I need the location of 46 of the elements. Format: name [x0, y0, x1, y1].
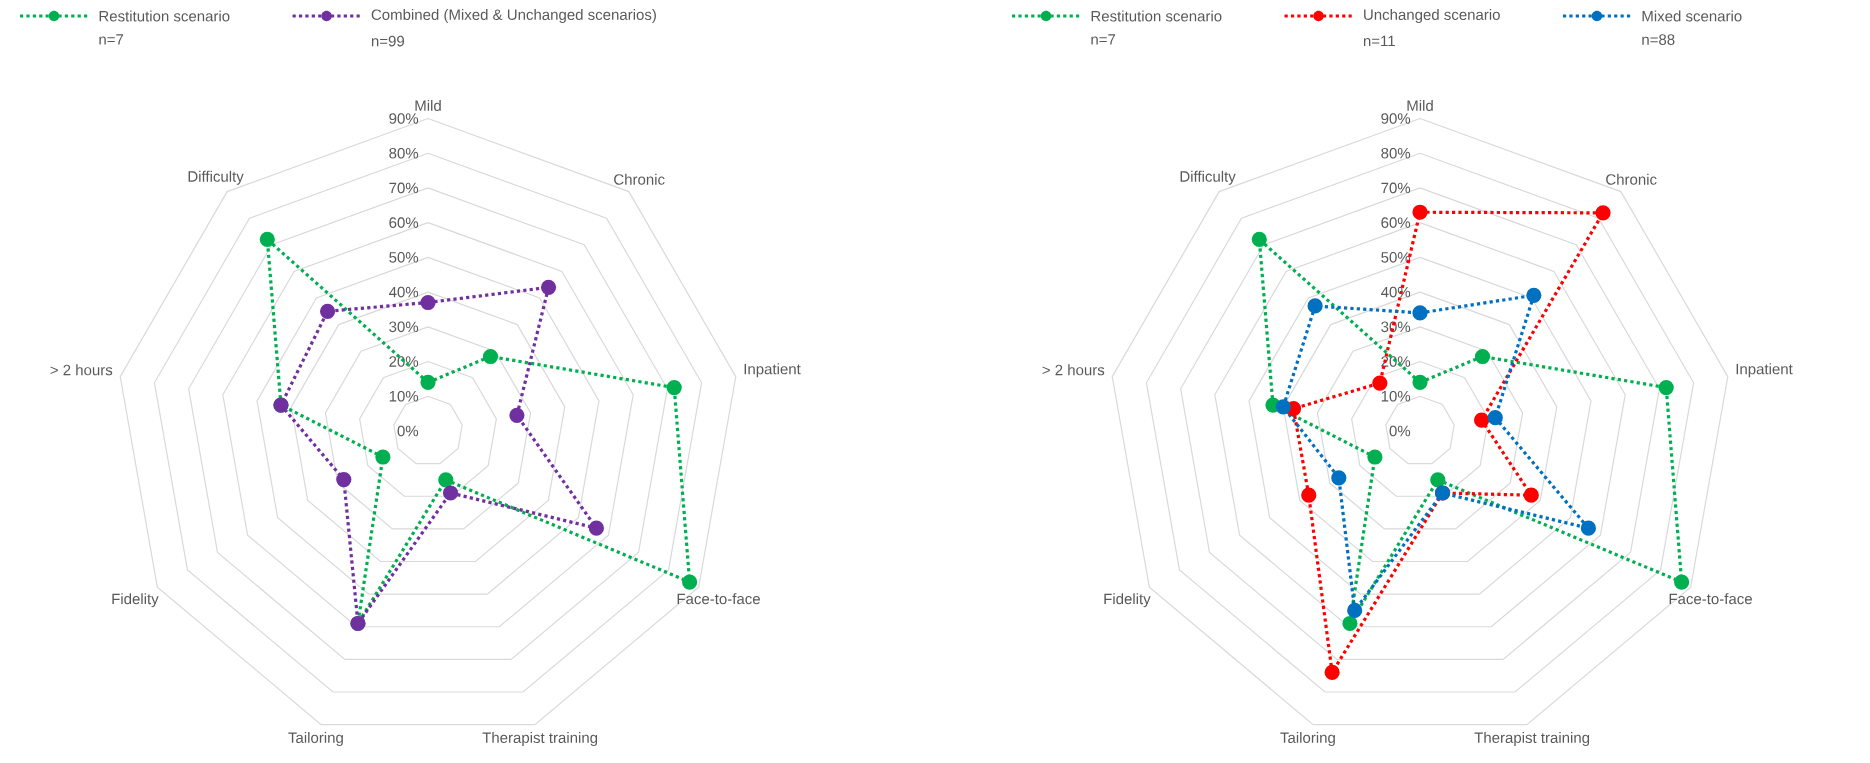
spoke-label: > 2 hours [1042, 364, 1105, 376]
spoke-label: Tailoring [1280, 731, 1335, 746]
y-tick-label: 10% [389, 390, 419, 402]
legend-label: Restitution scenario [99, 10, 230, 22]
text: n=88 [1642, 34, 1675, 45]
legend-label: Restitution scenario [1091, 10, 1222, 22]
y-tick-label: 50% [1381, 252, 1411, 263]
y-tick-label: 40% [388, 286, 419, 298]
text: n=7 [1091, 34, 1116, 45]
spoke-label: Mild [1407, 99, 1433, 111]
y-tick-label: 70% [389, 182, 419, 194]
spoke-label: Difficulty [188, 170, 244, 185]
spoke-label: Tailoring [288, 731, 343, 746]
text: n=99 [371, 35, 404, 47]
y-tick-label: 0% [1389, 425, 1411, 437]
text: n=11 [1363, 35, 1395, 47]
spoke-label: Fidelity [1104, 593, 1151, 608]
spoke-label: Face-to-face [1669, 593, 1752, 605]
spoke-label: Face-to-face [677, 593, 760, 605]
y-tick-label: 0% [397, 425, 419, 437]
legend-label: Mixed scenario [1642, 10, 1742, 22]
y-tick-label: 90% [389, 113, 419, 124]
spoke-label: Mild [415, 99, 441, 111]
text: n=7 [99, 34, 124, 45]
legend-label: Combined (Mixed & Unchanged scenarios) [371, 9, 656, 23]
spoke-label: Fidelity [112, 593, 159, 608]
y-tick-label: 60% [1381, 217, 1411, 228]
y-tick-label: 80% [389, 147, 419, 159]
y-tick-label: 70% [1381, 182, 1411, 194]
y-tick-label: 80% [1381, 147, 1411, 159]
spoke-label: Inpatient [744, 363, 801, 378]
legend-label: Unchanged scenario [1364, 9, 1500, 23]
spoke-label: Inpatient [1736, 363, 1793, 378]
spoke-label: Therapist training [482, 731, 598, 746]
y-tick-label: 40% [1380, 286, 1411, 298]
spoke-label: Therapist training [1474, 731, 1590, 746]
y-tick-label: 50% [389, 252, 419, 263]
spoke-label: Chronic [614, 173, 665, 185]
spoke-label: > 2 hours [50, 364, 113, 376]
spoke-label: Difficulty [1180, 170, 1236, 185]
y-tick-label: 30% [389, 321, 419, 333]
y-tick-label: 10% [1381, 390, 1411, 402]
y-tick-label: 30% [1381, 321, 1411, 333]
y-tick-label: 60% [389, 217, 419, 228]
spoke-label: Chronic [1606, 173, 1657, 185]
y-tick-label: 90% [1381, 113, 1411, 124]
